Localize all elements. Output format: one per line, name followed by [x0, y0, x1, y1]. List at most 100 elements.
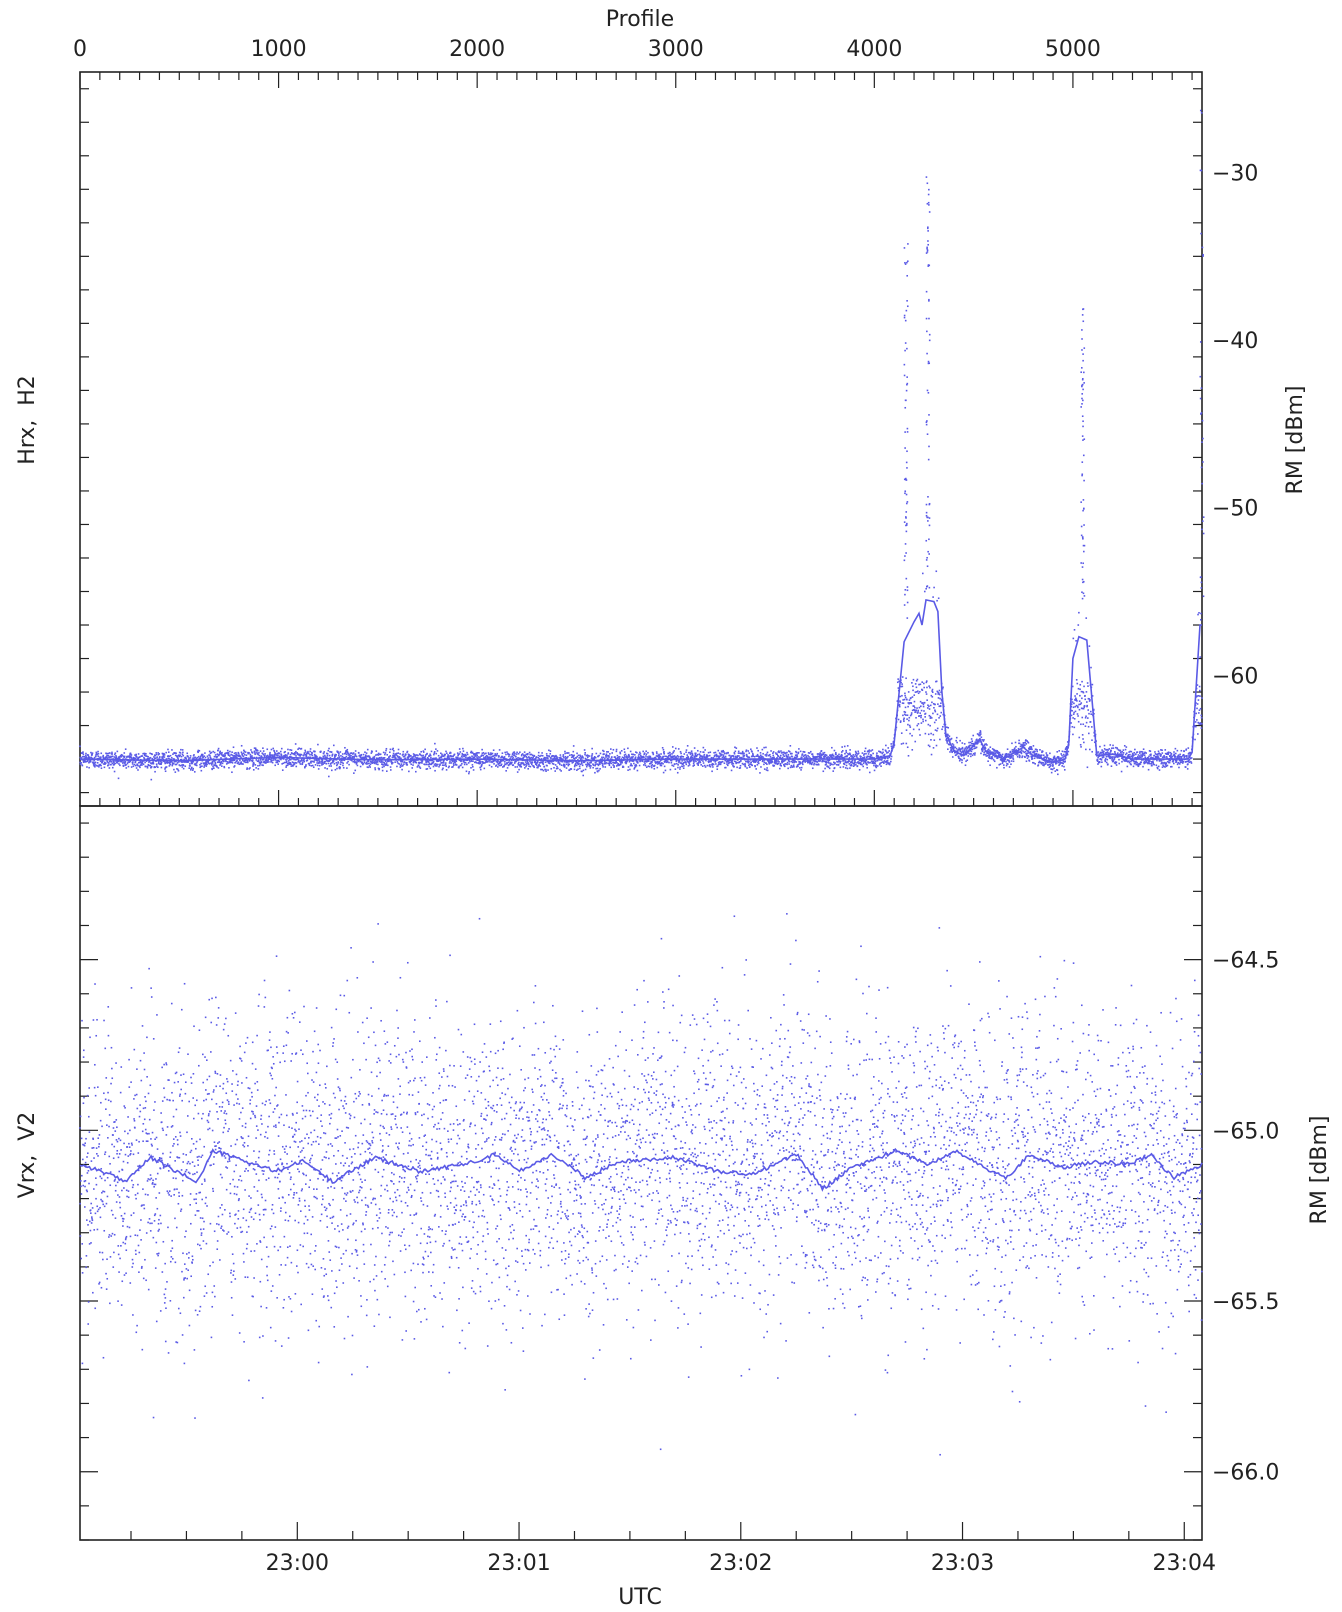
top-data-point [659, 755, 662, 758]
top-data-point [189, 765, 191, 767]
top-data-point [931, 691, 934, 694]
top-data-point [332, 760, 335, 763]
top-data-point [111, 753, 113, 755]
top-data-point [196, 756, 199, 759]
top-data-point [584, 752, 586, 754]
top-data-point [980, 736, 983, 739]
top-data-point [921, 702, 924, 704]
top-data-point [565, 767, 568, 769]
top-data-point [369, 766, 371, 768]
top-data-point [783, 755, 785, 758]
top-data-point [623, 757, 625, 759]
top-data-point [916, 707, 918, 709]
top-data-point [571, 754, 573, 756]
top-data-point [760, 756, 763, 759]
top-data-point [133, 763, 136, 766]
top-data-point [918, 683, 920, 686]
top-data-point [129, 757, 131, 759]
top-data-point [240, 751, 243, 754]
top-data-point [665, 755, 668, 758]
top-data-point [233, 766, 235, 768]
top-data-point [528, 756, 530, 759]
top-data-point [373, 762, 376, 765]
top-data-point [924, 712, 927, 715]
top-data-point [559, 757, 561, 760]
top-data-point [285, 760, 288, 763]
top-data-point [520, 766, 523, 768]
top-data-point [638, 753, 640, 756]
top-data-point [617, 768, 620, 770]
top-data-point [987, 752, 990, 755]
top-data-point [478, 752, 480, 754]
top-data-point [671, 755, 674, 758]
top-data-point [998, 751, 1001, 754]
top-data-point [409, 761, 411, 764]
top-data-point [445, 750, 447, 753]
top-data-point [259, 763, 262, 765]
top-data-point [1015, 752, 1018, 755]
top-data-point [1015, 749, 1017, 751]
top-data-point [533, 766, 535, 769]
top-data-point [969, 753, 971, 755]
top-data-point [85, 760, 88, 763]
top-data-point [493, 754, 496, 757]
top-data-point [480, 764, 483, 767]
top-data-point [756, 764, 759, 766]
top-data-point [666, 760, 669, 763]
top-data-point [512, 752, 514, 755]
top-data-point [905, 677, 907, 680]
top-data-point [436, 760, 438, 763]
top-data-point [103, 766, 106, 769]
top-data-point [287, 760, 290, 762]
top-data-point [864, 750, 866, 753]
top-data-point [436, 750, 439, 752]
top-data-point [990, 757, 993, 760]
top-data-point [304, 753, 307, 756]
top-data-point [403, 761, 406, 763]
top-data-point [81, 764, 84, 767]
top-data-point [911, 734, 913, 737]
top-data-point [941, 699, 943, 701]
top-data-point [132, 765, 135, 768]
top-data-point [228, 755, 231, 757]
top-data-point [716, 768, 719, 771]
top-data-point [860, 755, 862, 758]
top-data-point [888, 763, 891, 766]
top-data-point [591, 754, 593, 757]
top-data-point [419, 767, 422, 769]
top-data-point [977, 733, 980, 736]
top-data-point [528, 751, 531, 754]
top-data-point [938, 693, 941, 696]
top-data-point [603, 762, 606, 765]
top-data-point [906, 617, 909, 619]
top-data-point [255, 759, 258, 761]
top-data-point [545, 768, 547, 771]
top-data-point [339, 766, 341, 769]
top-data-point [745, 749, 748, 752]
top-data-point [657, 756, 660, 759]
top-data-point [898, 703, 901, 706]
top-data-point [334, 755, 337, 757]
top-data-point [100, 767, 103, 770]
top-data-point [140, 763, 142, 765]
top-data-point [835, 751, 837, 754]
top-data-point [292, 764, 295, 766]
top-data-point [983, 744, 986, 747]
top-data-point [437, 763, 439, 766]
top-data-point [193, 763, 196, 765]
top-data-point [742, 763, 745, 766]
top-data-point [677, 748, 680, 750]
top-data-point [832, 763, 834, 766]
top-data-point [318, 762, 321, 764]
top-data-point [189, 763, 191, 765]
top-data-point [493, 763, 495, 765]
top-data-point [457, 756, 459, 759]
top-data-point [221, 751, 223, 754]
top-data-point [354, 754, 356, 756]
top-data-point [771, 756, 774, 759]
top-data-point [458, 765, 460, 768]
top-data-point [391, 761, 394, 764]
top-data-point [197, 749, 200, 752]
top-data-point [955, 736, 958, 739]
top-data-point [621, 756, 624, 759]
